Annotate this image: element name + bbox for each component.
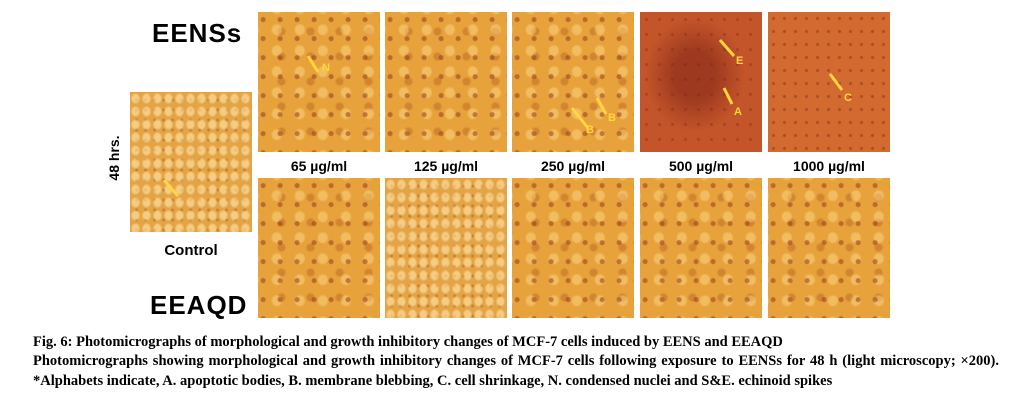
caption-title: Fig. 6: Photomicrographs of morphologica…: [33, 334, 783, 350]
arrow: [718, 39, 736, 57]
micrograph: [512, 178, 634, 318]
panel-letter: N: [322, 62, 330, 74]
concentration: 125 µg/ml: [413, 158, 479, 174]
arrow: [162, 179, 180, 197]
micrograph: [258, 12, 380, 152]
panel-letter: E: [736, 55, 744, 67]
micrograph: [640, 178, 762, 318]
micrograph: [130, 92, 252, 232]
concentration: 65 µg/ml: [290, 158, 348, 174]
concentration: 500 µg/ml: [668, 158, 734, 174]
micrograph: [385, 12, 507, 152]
arrow: [828, 73, 844, 91]
panel-letter: C: [844, 92, 852, 104]
control-label: Control: [164, 242, 218, 259]
caption-body: Photomicrographs showing morphological a…: [33, 353, 999, 389]
concentration: 250 µg/ml: [540, 158, 606, 174]
panel-letter: B: [586, 124, 594, 136]
panel-letter: A: [734, 106, 742, 118]
arrow: [722, 87, 734, 105]
row-label: EEAQD: [150, 290, 248, 320]
arrow: [595, 97, 608, 115]
micrograph: [385, 178, 507, 318]
micrograph: [640, 12, 762, 152]
micrograph: [258, 178, 380, 318]
row-label: EENSs: [152, 18, 243, 48]
micrograph: [768, 178, 890, 318]
arrow: [570, 107, 590, 129]
micrograph: [768, 12, 890, 152]
arrows: [162, 39, 844, 197]
arrow: [306, 55, 320, 73]
concentration: 1000 µg/ml: [793, 158, 865, 174]
panel-letter: B: [608, 112, 616, 124]
micrograph: [512, 12, 634, 152]
